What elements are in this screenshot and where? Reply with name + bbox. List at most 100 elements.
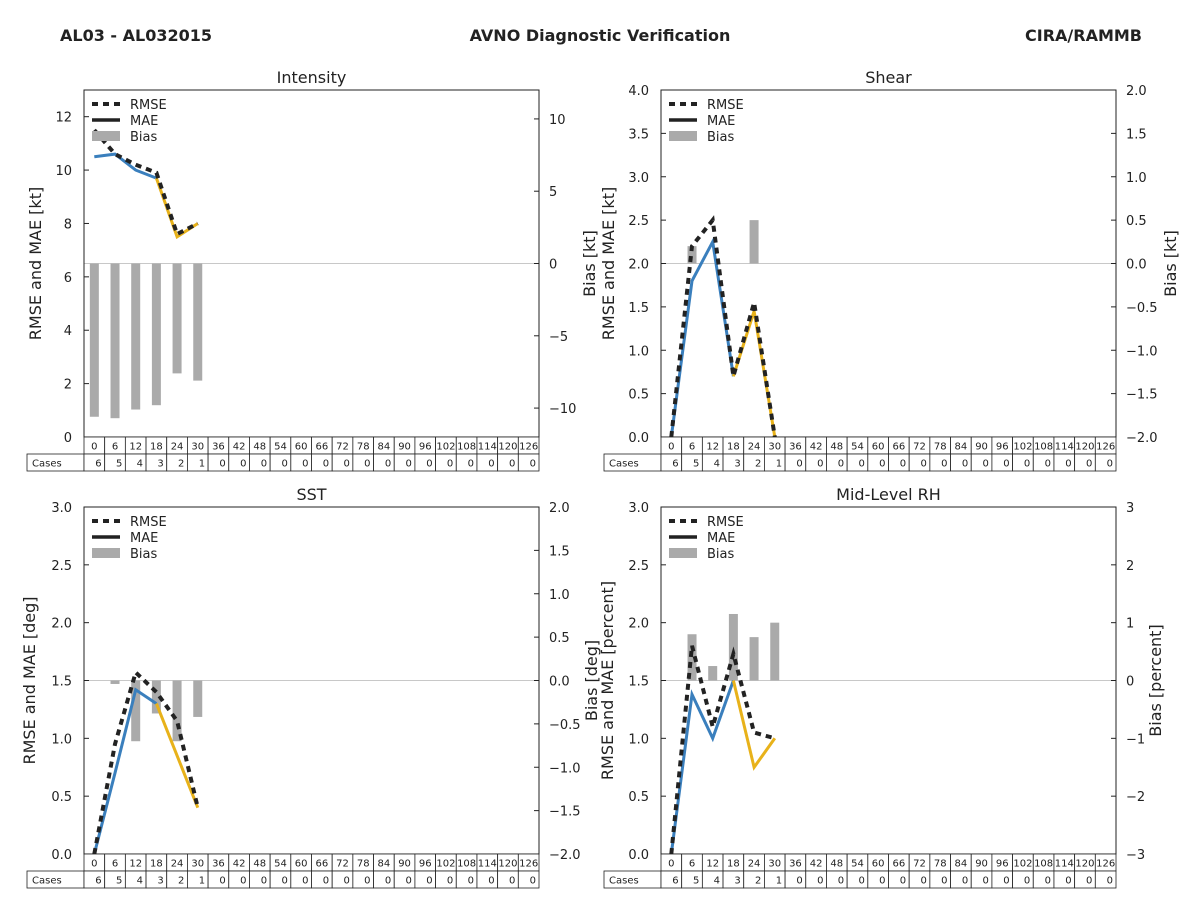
cases-value: 0	[920, 876, 926, 887]
hour-label: 96	[419, 859, 432, 870]
cases-value: 0	[1107, 876, 1113, 887]
cases-value: 0	[1086, 459, 1092, 470]
hour-label: 60	[295, 442, 308, 453]
cases-value: 0	[261, 876, 267, 887]
bias-bar	[708, 666, 718, 681]
hour-label: 102	[1013, 442, 1032, 453]
hour-label: 126	[1096, 859, 1115, 870]
cases-value: 0	[941, 459, 947, 470]
cases-value: 0	[323, 459, 329, 470]
bias-bar	[131, 680, 141, 742]
cases-value: 0	[343, 876, 349, 887]
legend-bias-label: Bias	[707, 130, 734, 145]
hour-label: 0	[668, 859, 674, 870]
hour-label: 6	[112, 442, 118, 453]
cases-value: 0	[838, 876, 844, 887]
y-tick-label: 2.0	[628, 258, 649, 273]
cases-value: 4	[714, 876, 720, 887]
mae-line-early	[92, 687, 158, 855]
cases-value: 0	[983, 459, 989, 470]
bias-bar	[110, 263, 120, 419]
cases-value: 3	[157, 459, 163, 470]
y-axis-label: RMSE and MAE [deg]	[20, 596, 39, 764]
figure-title: AVNO Diagnostic Verification	[469, 26, 731, 45]
hour-label: 24	[748, 442, 761, 453]
cases-value: 0	[468, 459, 474, 470]
y2-tick-label: −0.5	[1126, 301, 1158, 316]
hour-label: 102	[436, 442, 455, 453]
cases-value: 2	[755, 876, 761, 887]
bias-bar	[151, 680, 161, 714]
y-tick-label: 0	[64, 431, 72, 446]
cases-value: 0	[817, 876, 823, 887]
y2-tick-label: −10	[549, 402, 576, 417]
cases-cell	[517, 870, 540, 889]
hour-label: 54	[851, 859, 864, 870]
hour-label: 42	[233, 442, 246, 453]
mae-line-early	[669, 237, 735, 438]
hour-label: 78	[357, 859, 370, 870]
hour-label: 18	[150, 859, 163, 870]
y-tick-label: 0.0	[628, 848, 649, 863]
hour-label: 48	[253, 859, 266, 870]
y2-axis-label: Bias [kt]	[580, 230, 599, 297]
cases-value: 0	[447, 876, 453, 887]
hour-label: 120	[498, 859, 517, 870]
y-tick-label: 3.0	[628, 501, 649, 516]
cases-value: 0	[920, 459, 926, 470]
hour-label: 48	[830, 859, 843, 870]
bias-bar	[89, 263, 99, 417]
chart-panel-2: Shear 0.0 0.5 1.0 1.5 2.0 2.5 3.0 3.5 4.0 −2.0 −1.5…	[599, 68, 1180, 472]
cases-value: 0	[1045, 459, 1051, 470]
organization-label: CIRA/RAMMB	[1025, 26, 1142, 45]
y2-tick-label: −2.0	[1126, 431, 1158, 446]
y2-tick-label: 3	[1126, 501, 1134, 516]
chart-panel-4: Mid-Level RH 0.0 0.5 1.0 1.5 2.0 2.5 3.0 −3 −2 −1 0…	[598, 485, 1165, 889]
y-tick-label: 1.5	[51, 675, 72, 690]
cases-cell	[1094, 453, 1117, 472]
hour-label: 24	[748, 859, 761, 870]
hour-label: 96	[419, 442, 432, 453]
cases-value: 0	[983, 876, 989, 887]
hour-label: 42	[810, 859, 823, 870]
cases-value: 2	[178, 876, 184, 887]
cases-value: 0	[240, 876, 246, 887]
cases-value: 0	[488, 876, 494, 887]
cases-value: 6	[672, 459, 678, 470]
hour-label: 78	[934, 442, 947, 453]
hour-label: 30	[768, 442, 781, 453]
storm-id-label: AL03 - AL032015	[60, 26, 212, 45]
cases-value: 2	[755, 459, 761, 470]
hour-label: 120	[1075, 442, 1094, 453]
hour-label: 126	[519, 859, 538, 870]
hour-label: 72	[913, 442, 926, 453]
mae-line-late	[731, 310, 777, 438]
y2-tick-label: 1.5	[549, 544, 570, 559]
legend-mae-label: MAE	[130, 531, 158, 546]
cases-value: 0	[509, 459, 515, 470]
hour-label: 18	[727, 859, 740, 870]
cases-value: 0	[385, 876, 391, 887]
cases-value: 0	[962, 459, 968, 470]
mae-line-early	[94, 152, 157, 180]
legend-bias-label: Bias	[130, 130, 157, 145]
hour-label: 30	[191, 442, 204, 453]
y2-tick-label: 1.0	[1126, 171, 1147, 186]
hour-label: 54	[274, 442, 287, 453]
cases-value: 0	[1003, 876, 1009, 887]
y-tick-label: 1.0	[51, 732, 72, 747]
y-tick-label: 1.5	[628, 675, 649, 690]
hour-label: 66	[315, 859, 328, 870]
hour-label: 96	[996, 859, 1009, 870]
cases-value: 0	[219, 459, 225, 470]
cases-value: 3	[734, 876, 740, 887]
y2-tick-label: −1.5	[1126, 388, 1158, 403]
y-axis-label: RMSE and MAE [kt]	[26, 187, 45, 340]
chart-title: Intensity	[277, 68, 347, 87]
y2-tick-label: −5	[549, 330, 568, 345]
cases-value: 0	[406, 876, 412, 887]
bias-bar	[770, 622, 780, 681]
cases-header-label: Cases	[32, 876, 62, 887]
cases-cell	[517, 453, 540, 472]
y-tick-label: 2.0	[51, 617, 72, 632]
